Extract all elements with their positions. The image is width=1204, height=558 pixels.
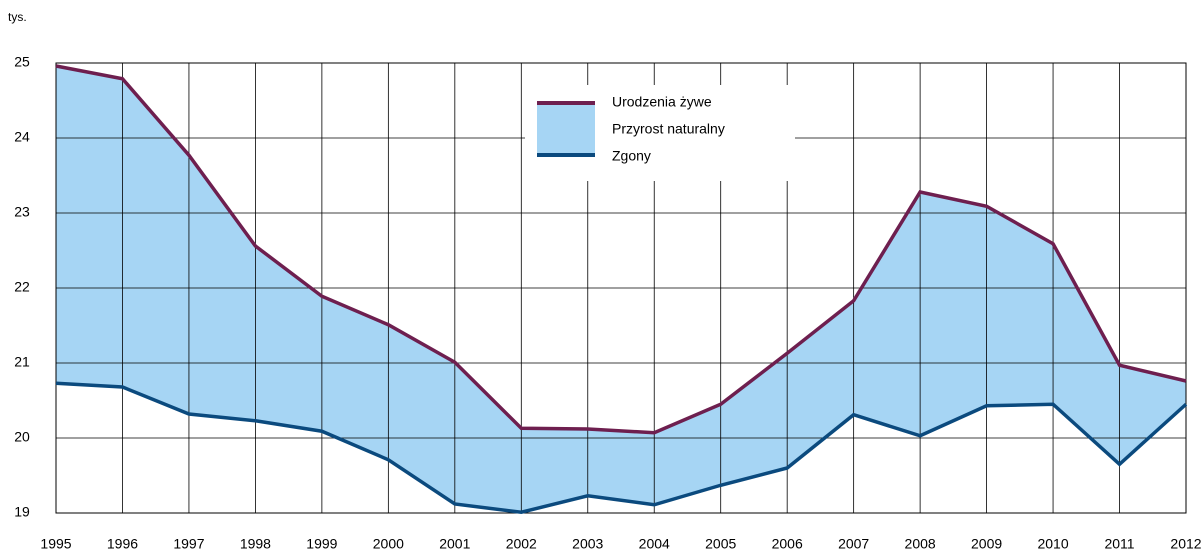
series-line: [55, 381, 1188, 515]
x-tick-label: 2003: [572, 536, 603, 552]
x-tick-label: 2000: [373, 536, 404, 552]
y-tick-label: 21: [14, 354, 30, 370]
x-tick-label: 2011: [1104, 536, 1134, 552]
x-tick-label: 2004: [639, 536, 670, 552]
y-tick-label: 25: [14, 54, 30, 70]
y-tick-label: 22: [14, 279, 30, 295]
legend-label: Przyrost naturalny: [612, 121, 725, 137]
fill-area: [56, 66, 1186, 513]
x-tick-label: 2002: [506, 536, 537, 552]
x-tick-label: 2005: [705, 536, 736, 552]
y-axis-label: tys.: [8, 10, 27, 24]
legend-label: Urodzenia żywe: [612, 94, 712, 110]
y-tick-label: 23: [14, 204, 30, 220]
x-tick-label: 1996: [107, 536, 138, 552]
legend-label: Zgony: [612, 148, 651, 164]
x-tick-label: 2008: [905, 536, 936, 552]
series-line: [55, 64, 1187, 435]
x-tick-label: 2001: [439, 536, 470, 552]
y-tick-label: 24: [14, 129, 30, 145]
x-tick-label: 1999: [306, 536, 337, 552]
x-tick-label: 2010: [1037, 536, 1068, 552]
x-tick-label: 1995: [40, 536, 71, 552]
x-tick-label: 2006: [772, 536, 803, 552]
legend-swatch: [537, 105, 595, 153]
x-tick-label: 2009: [971, 536, 1002, 552]
x-tick-label: 2007: [838, 536, 869, 552]
plot-border: [55, 62, 1187, 514]
x-tick-label: 1998: [240, 536, 271, 552]
y-tick-label: 19: [14, 504, 30, 520]
x-tick-label: 1997: [173, 536, 204, 552]
y-tick-label: 20: [14, 429, 30, 445]
x-tick-label: 2012: [1170, 536, 1201, 552]
